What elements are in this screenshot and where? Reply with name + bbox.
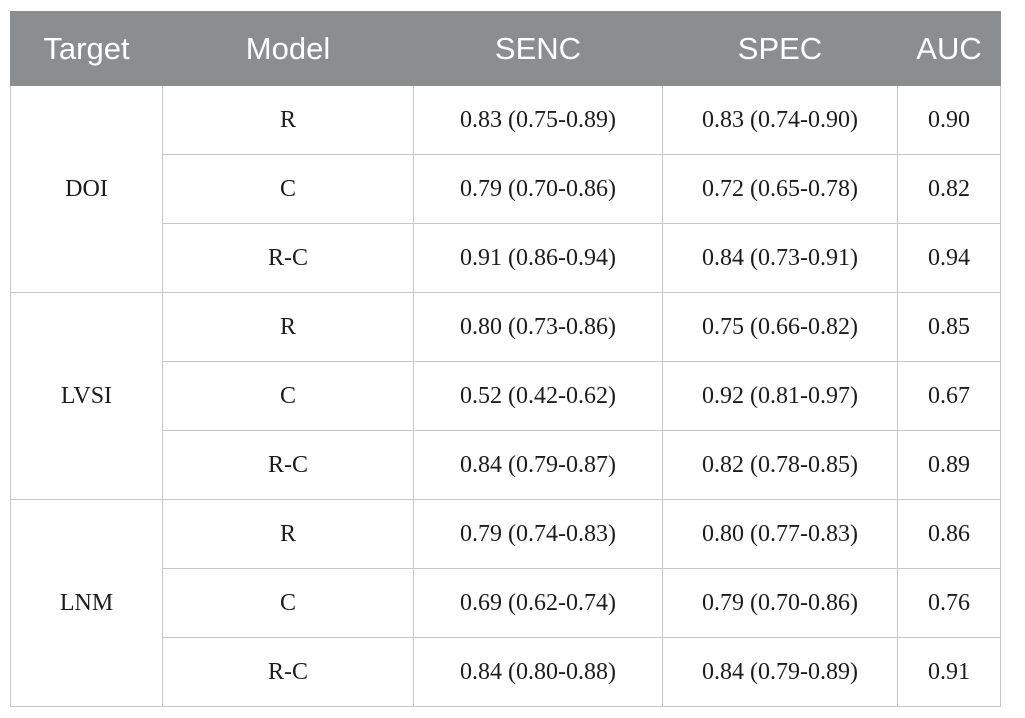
header-model: Model: [162, 11, 414, 86]
table-row: C 0.69 (0.62-0.74) 0.79 (0.70-0.86) 0.76: [11, 568, 1001, 638]
header-spec: SPEC: [662, 11, 898, 86]
auc-cell: 0.89: [897, 430, 1001, 500]
header-senc: SENC: [413, 11, 663, 86]
table-row: LVSI R 0.80 (0.73-0.86) 0.75 (0.66-0.82)…: [10, 292, 1001, 500]
senc-cell: 0.91 (0.86-0.94): [413, 223, 663, 293]
spec-cell: 0.83 (0.74-0.90): [662, 85, 898, 155]
header-target: Target: [10, 11, 163, 86]
target-cell: DOI: [10, 85, 163, 293]
spec-cell: 0.72 (0.65-0.78): [662, 154, 898, 224]
model-cell: C: [162, 361, 414, 431]
table-body: DOI R 0.83 (0.75-0.89) 0.83 (0.74-0.90) …: [10, 85, 1001, 707]
table-header: Target Model SENC SPEC AUC: [10, 11, 1001, 86]
model-cell: R: [162, 85, 414, 155]
table-row: R-C 0.91 (0.86-0.94) 0.84 (0.73-0.91) 0.…: [11, 223, 1001, 293]
senc-cell: 0.79 (0.70-0.86): [413, 154, 663, 224]
spec-cell: 0.82 (0.78-0.85): [662, 430, 898, 500]
model-cell: R-C: [162, 430, 414, 500]
table-row: R-C 0.84 (0.79-0.87) 0.82 (0.78-0.85) 0.…: [11, 430, 1001, 500]
auc-cell: 0.94: [897, 223, 1001, 293]
table-row: LNM R 0.79 (0.74-0.83) 0.80 (0.77-0.83) …: [10, 499, 1001, 707]
auc-cell: 0.76: [897, 568, 1001, 638]
senc-cell: 0.83 (0.75-0.89): [413, 85, 663, 155]
model-cell: C: [162, 154, 414, 224]
senc-cell: 0.69 (0.62-0.74): [413, 568, 663, 638]
model-cell: R-C: [162, 223, 414, 293]
model-cell: R-C: [162, 637, 414, 707]
header-row: Target Model SENC SPEC AUC: [10, 11, 1001, 86]
auc-cell: 0.82: [897, 154, 1001, 224]
senc-cell: 0.84 (0.80-0.88): [413, 637, 663, 707]
senc-cell: 0.80 (0.73-0.86): [413, 292, 663, 362]
spec-cell: 0.84 (0.79-0.89): [662, 637, 898, 707]
model-cell: R: [162, 292, 414, 362]
spec-cell: 0.75 (0.66-0.82): [662, 292, 898, 362]
auc-cell: 0.67: [897, 361, 1001, 431]
spec-cell: 0.84 (0.73-0.91): [662, 223, 898, 293]
table-row: R-C 0.84 (0.80-0.88) 0.84 (0.79-0.89) 0.…: [11, 637, 1001, 707]
senc-cell: 0.52 (0.42-0.62): [413, 361, 663, 431]
senc-cell: 0.84 (0.79-0.87): [413, 430, 663, 500]
spec-cell: 0.92 (0.81-0.97): [662, 361, 898, 431]
model-cell: C: [162, 568, 414, 638]
auc-cell: 0.91: [897, 637, 1001, 707]
target-cell: LVSI: [10, 292, 163, 500]
model-cell: R: [162, 499, 414, 569]
table-row: DOI R 0.83 (0.75-0.89) 0.83 (0.74-0.90) …: [10, 85, 1001, 293]
target-cell: LNM: [10, 499, 163, 707]
auc-cell: 0.90: [897, 85, 1001, 155]
table-row: C 0.52 (0.42-0.62) 0.92 (0.81-0.97) 0.67: [11, 361, 1001, 431]
spec-cell: 0.79 (0.70-0.86): [662, 568, 898, 638]
auc-cell: 0.86: [897, 499, 1001, 569]
header-auc: AUC: [897, 11, 1001, 86]
table-row: C 0.79 (0.70-0.86) 0.72 (0.65-0.78) 0.82: [11, 154, 1001, 224]
auc-cell: 0.85: [897, 292, 1001, 362]
results-table: Target Model SENC SPEC AUC DOI R 0.83 (0…: [10, 11, 1001, 707]
spec-cell: 0.80 (0.77-0.83): [662, 499, 898, 569]
senc-cell: 0.79 (0.74-0.83): [413, 499, 663, 569]
